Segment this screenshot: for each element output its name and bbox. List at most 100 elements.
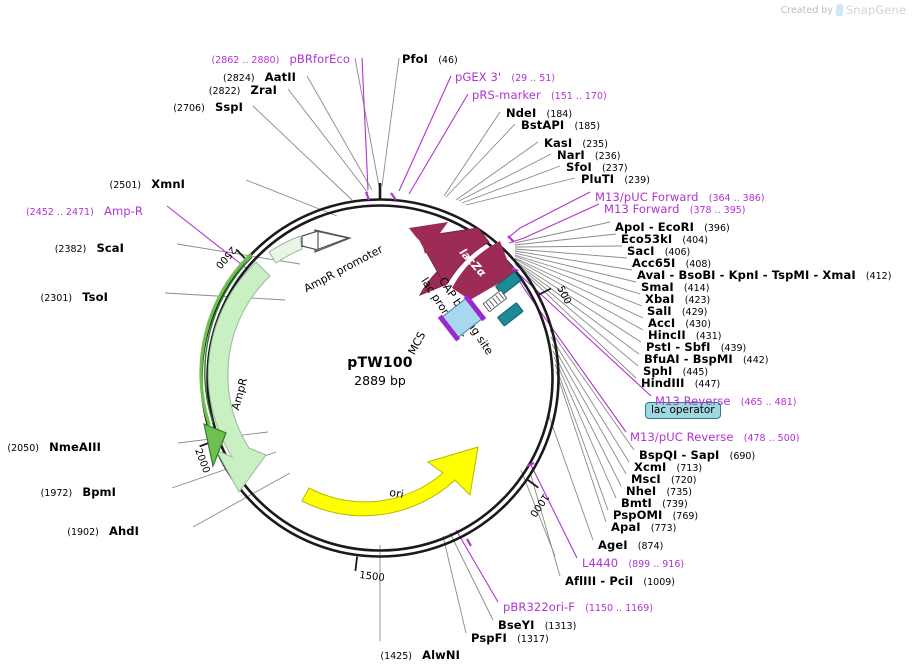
plasmid-size: 2889 bp	[354, 373, 406, 388]
enzyme-label-smai[interactable]: SmaI (414)	[641, 278, 709, 294]
tick-label-1500: 1500	[359, 570, 386, 584]
enzyme-label-agei[interactable]: AgeI (874)	[598, 536, 663, 552]
enzyme-label-acc65i[interactable]: Acc65I (408)	[632, 254, 711, 270]
label-position: (414)	[683, 283, 710, 294]
enzyme-label-xcmi[interactable]: XcmI (713)	[634, 458, 702, 474]
primer-label-prs-marker[interactable]: pRS-marker (151 .. 170)	[472, 86, 607, 102]
enzyme-label-ndei[interactable]: NdeI (184)	[506, 104, 572, 120]
label-position: (378 .. 395)	[689, 205, 746, 216]
enzyme-label-avai-bsobi-kpni-tspmi-xmai[interactable]: AvaI - BsoBI - KpnI - TspMI - XmaI (412)	[637, 266, 891, 282]
label-position: (406)	[664, 247, 691, 258]
label-position: (2862 .. 2880)	[211, 55, 280, 66]
primer-label-m13-puc-forward[interactable]: M13/pUC Forward (364 .. 386)	[595, 188, 765, 204]
label-name: PfoI	[402, 52, 429, 66]
label-name: NheI	[626, 484, 657, 498]
enzyme-label-nhei[interactable]: NheI (735)	[626, 482, 692, 498]
label-position: (2822)	[208, 86, 241, 97]
label-gap	[428, 48, 438, 67]
enzyme-label-bstapi[interactable]: BstAPI (185)	[521, 116, 600, 132]
label-name: PspOMI	[613, 508, 663, 522]
enzyme-label-acci[interactable]: AccI (430)	[648, 314, 711, 330]
enzyme-label-apai[interactable]: ApaI (773)	[611, 518, 676, 534]
enzyme-label-saci[interactable]: SacI (406)	[627, 242, 690, 258]
enzyme-label-bseyi[interactable]: BseYI (1313)	[498, 616, 576, 632]
enzyme-label-nari[interactable]: NarI (236)	[557, 146, 620, 162]
label-position: (2050)	[7, 443, 39, 454]
label-position: (2824)	[223, 73, 255, 84]
enzyme-label-pspomi[interactable]: PspOMI (769)	[613, 506, 698, 522]
primer-label-m13-forward[interactable]: M13 Forward (378 .. 395)	[604, 200, 746, 216]
label-name: pGEX 3'	[455, 70, 502, 84]
enzyme-label-xmni[interactable]: (2501) XmnI	[0, 175, 185, 191]
label-gap	[541, 84, 551, 103]
label-name: ApoI - EcoRI	[615, 220, 694, 234]
primer-label-pbr322ori-f[interactable]: pBR322ori-F (1150 .. 1169)	[503, 598, 653, 614]
primer-label-pgex-3[interactable]: pGEX 3' (29 .. 51)	[455, 68, 555, 84]
enzyme-label-scai[interactable]: (2382) ScaI	[0, 239, 124, 255]
enzyme-label-pfoi[interactable]: PfoI (46)	[402, 50, 458, 66]
label-name: BseYI	[498, 618, 535, 632]
label-position: (235)	[582, 139, 608, 150]
enzyme-label-eco53ki[interactable]: Eco53kI (404)	[621, 230, 708, 246]
primer-label-m13-reverse[interactable]: M13 Reverse (465 .. 481)	[655, 392, 796, 408]
label-gap	[72, 481, 82, 500]
enzyme-label-bpmi[interactable]: (1972) BpmI	[0, 483, 116, 499]
label-name: pRS-marker	[472, 88, 541, 102]
enzyme-label-pspfi[interactable]: PspFI (1317)	[471, 629, 549, 645]
enzyme-label-nmeaiii[interactable]: (2050) NmeAIII	[0, 438, 101, 454]
primer-label-m13-puc-reverse[interactable]: M13/pUC Reverse (478 .. 500)	[630, 428, 800, 444]
enzyme-label-kasi[interactable]: KasI (235)	[544, 134, 608, 150]
label-name: KasI	[544, 136, 573, 150]
enzyme-label-sspi[interactable]: (2706) SspI	[0, 98, 243, 114]
label-position: (478 .. 500)	[743, 433, 800, 444]
enzyme-label-pluti[interactable]: PluTI (239)	[581, 170, 650, 186]
label-position: (735)	[666, 487, 693, 498]
label-gap	[205, 96, 215, 115]
enzyme-label-hincii[interactable]: HincII (431)	[648, 326, 721, 342]
enzyme-label-bspqi-sapi[interactable]: BspQI - SapI (690)	[639, 446, 755, 462]
label-position: (151 .. 170)	[550, 91, 607, 102]
label-name: M13/pUC Forward	[595, 190, 699, 204]
label-gap	[575, 596, 585, 615]
label-gap	[39, 436, 49, 455]
enzyme-label-xbai[interactable]: XbaI (423)	[645, 290, 710, 306]
enzyme-label-aatii[interactable]: (2824) AatII	[0, 68, 296, 84]
lac-operator-badge[interactable]: lac operator	[645, 402, 721, 420]
enzyme-label-sphi[interactable]: SphI (445)	[643, 362, 708, 378]
label-name: SfoI	[566, 160, 592, 174]
enzyme-label-sali[interactable]: SalI (429)	[647, 302, 707, 318]
label-position: (431)	[695, 331, 722, 342]
enzyme-label-alwni[interactable]: (1425) AlwNI	[0, 646, 460, 662]
feature-lacza: lacZα	[409, 222, 516, 300]
enzyme-label-afliii-pcii[interactable]: AflIII - PciI (1009)	[565, 572, 675, 588]
enzyme-label-zrai[interactable]: (2822) ZraI	[0, 81, 277, 97]
label-position: (29 .. 51)	[511, 73, 556, 84]
label-position: (690)	[729, 451, 756, 462]
enzyme-label-msci[interactable]: MscI (720)	[631, 470, 697, 486]
label-position: (1317)	[517, 634, 549, 645]
primer-label-pbrforeco[interactable]: (2862 .. 2880) pBRforEco	[0, 50, 350, 66]
label-position: (874)	[637, 541, 664, 552]
label-position: (1902)	[67, 527, 99, 538]
label-name: SacI	[627, 244, 655, 258]
label-position: (442)	[742, 355, 769, 366]
enzyme-label-bfuai-bspmi[interactable]: BfuAI - BspMI (442)	[644, 350, 769, 366]
label-name: XmnI	[151, 177, 185, 191]
enzyme-label-sfoi[interactable]: SfoI (237)	[566, 158, 628, 174]
enzyme-label-tsoi[interactable]: (2301) TsoI	[0, 288, 108, 304]
primer-label-amp-r[interactable]: (2452 .. 2471) Amp-R	[0, 202, 143, 218]
enzyme-label-ahdi[interactable]: (1902) AhdI	[0, 522, 139, 538]
label-name: AlwNI	[422, 648, 460, 662]
enzyme-label-apoi-ecori[interactable]: ApoI - EcoRI (396)	[615, 218, 730, 234]
label-name: L4440	[582, 556, 619, 570]
label-name: PluTI	[581, 172, 615, 186]
label-position: (2452 .. 2471)	[25, 207, 94, 218]
enzyme-label-bmti[interactable]: BmtI (739)	[621, 494, 688, 510]
primer-label-l4440[interactable]: L4440 (899 .. 916)	[582, 554, 684, 570]
enzyme-label-hindiii[interactable]: HindIII (447)	[641, 374, 720, 390]
feature-label-ori: ori	[388, 486, 404, 501]
enzyme-label-psti-sbfi[interactable]: PstI - SbfI (439)	[646, 338, 746, 354]
label-position: (184)	[546, 109, 573, 120]
